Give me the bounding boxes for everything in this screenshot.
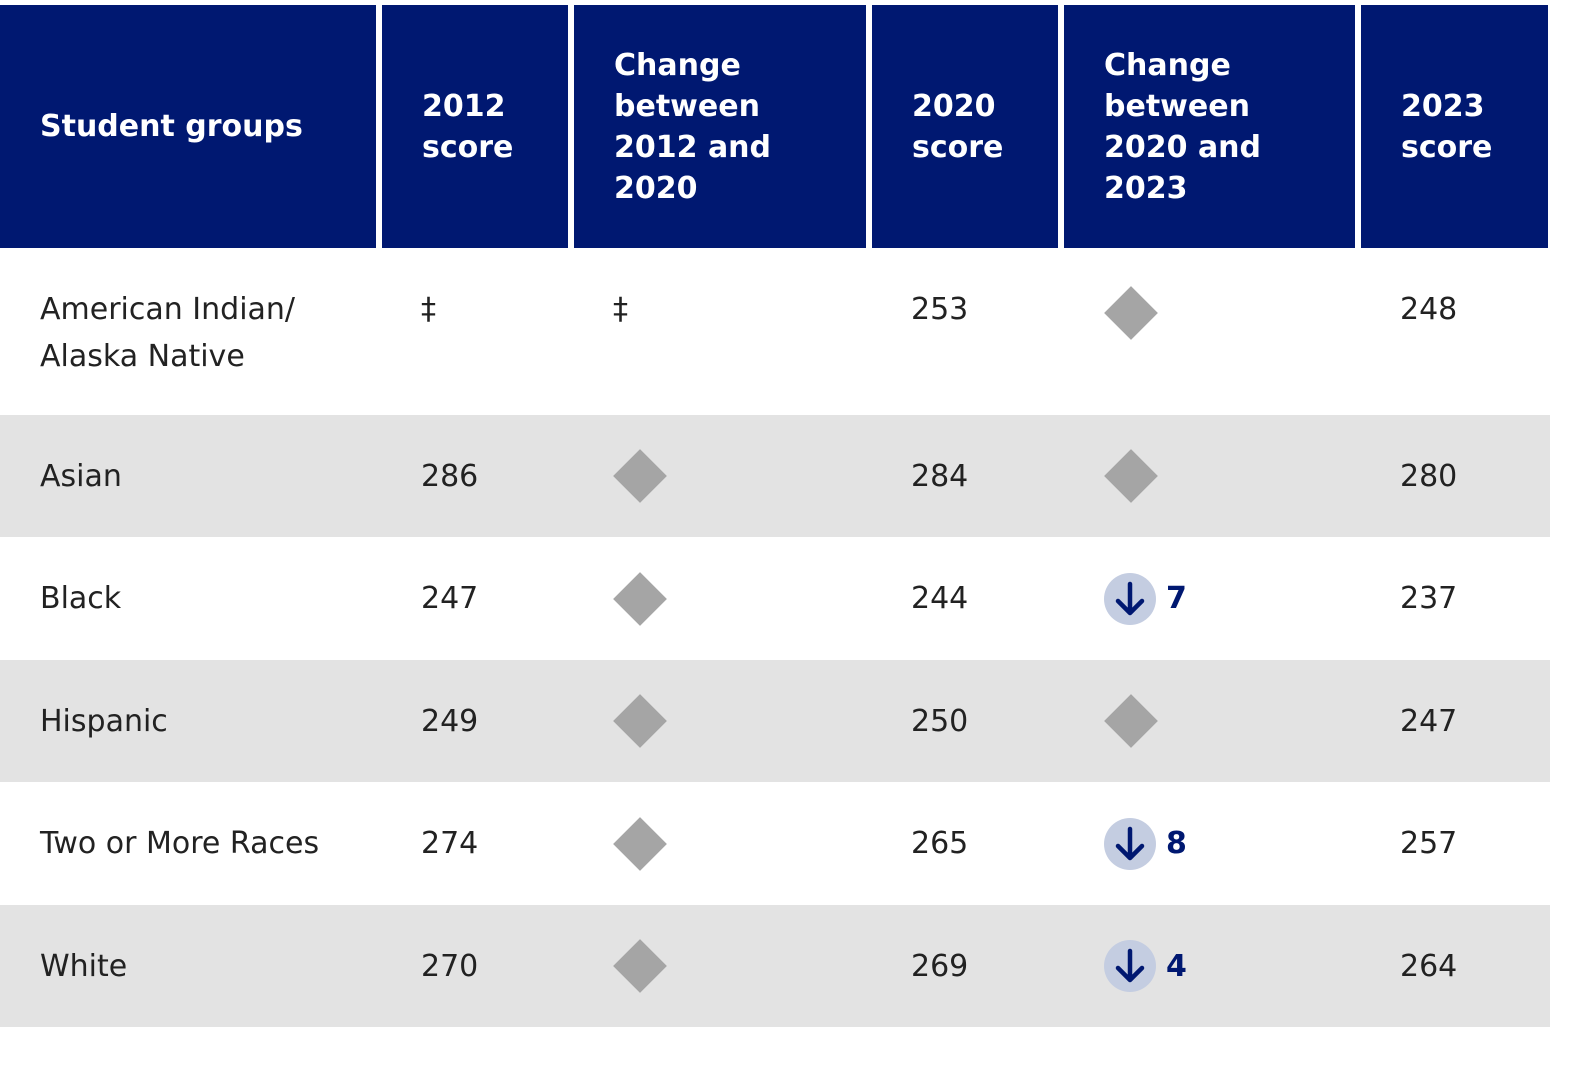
header-change-2012-2020: Change between 2012 and 2020 <box>574 5 866 248</box>
table-row: Asian 286 284 280 <box>0 415 1550 537</box>
table-row: White 270 269 4 264 <box>0 905 1550 1027</box>
header-line: Student groups <box>40 109 303 144</box>
diamond-icon <box>613 816 667 871</box>
change-value: 8 <box>1166 826 1187 861</box>
change-2020-2023-cell: 8 <box>1104 782 1187 905</box>
header-line: 2012 <box>422 88 506 124</box>
score-2023-cell: 280 <box>1400 458 1458 494</box>
header-line: 2020 and <box>1104 129 1262 165</box>
score-2023-cell: 264 <box>1400 948 1458 984</box>
table-row: Black 247 244 7 237 <box>0 537 1550 660</box>
score-2012-cell: 249 <box>421 703 479 739</box>
score-2012-cell: 270 <box>421 948 479 984</box>
change-2020-2023-cell <box>1104 660 1158 782</box>
group-name: Asian <box>40 458 122 494</box>
header-2012-score: 2012 score <box>382 5 568 248</box>
group-name: Alaska Native <box>40 339 245 374</box>
header-line: 2020 <box>912 88 996 124</box>
scores-table: Student groups 2012 score Change between… <box>0 5 1550 1027</box>
arrow-down-icon <box>1104 572 1156 625</box>
header-line: 2012 and <box>614 129 772 165</box>
arrow-down-icon <box>1104 940 1156 992</box>
diamond-icon <box>1104 694 1158 748</box>
header-line: Change <box>1104 47 1231 83</box>
header-line: score <box>1401 129 1493 165</box>
score-2020-cell: 250 <box>911 703 969 739</box>
group-name: American Indian/ <box>40 292 296 327</box>
group-name: Hispanic <box>40 703 168 739</box>
change-2012-2020-cell <box>613 905 667 1027</box>
diamond-icon <box>1104 286 1158 340</box>
group-cell: American Indian/ Alaska Native <box>40 248 340 415</box>
score-2020-cell: 253 <box>911 292 969 327</box>
diamond-icon <box>613 571 667 626</box>
score-2023-cell: 248 <box>1400 292 1458 327</box>
diamond-icon <box>613 449 667 503</box>
score-2012-cell: 247 <box>421 581 479 616</box>
score-2012-cell: 274 <box>421 826 479 861</box>
table-row: Hispanic 249 250 247 <box>0 660 1550 782</box>
header-line: Change <box>614 47 741 83</box>
diamond-icon <box>613 939 667 993</box>
header-line: score <box>422 129 514 165</box>
change-2012-2020-cell <box>613 660 667 782</box>
score-2020-cell: 244 <box>911 581 969 616</box>
arrow-down-icon <box>1104 817 1156 870</box>
header-line: 2020 <box>614 170 698 206</box>
header-line: 2023 <box>1104 170 1188 206</box>
table-row: Two or More Races 274 265 8 257 <box>0 782 1550 905</box>
header-change-2020-2023: Change between 2020 and 2023 <box>1064 5 1355 248</box>
score-2023-cell: 257 <box>1400 826 1458 861</box>
change-2020-2023-cell: 7 <box>1104 537 1187 660</box>
change-2012-2020-cell: ‡ <box>613 292 628 327</box>
change-value: 4 <box>1166 948 1187 984</box>
change-2012-2020-cell <box>613 537 667 660</box>
score-2023-cell: 247 <box>1400 703 1458 739</box>
score-2020-cell: 284 <box>911 458 969 494</box>
change-2020-2023-cell <box>1104 415 1158 537</box>
change-2020-2023-cell: 4 <box>1104 905 1187 1027</box>
change-2020-2023-cell <box>1104 248 1158 415</box>
group-name: White <box>40 948 128 984</box>
score-2023-cell: 237 <box>1400 581 1458 616</box>
header-student-groups: Student groups <box>0 5 376 248</box>
score-2020-cell: 269 <box>911 948 969 984</box>
header-line: 2023 <box>1401 88 1485 124</box>
header-2020-score: 2020 score <box>872 5 1058 248</box>
group-name: Black <box>40 581 122 616</box>
table-row: American Indian/ Alaska Native ‡ ‡ 253 2… <box>0 248 1550 415</box>
header-line: between <box>614 88 760 124</box>
header-line: score <box>912 129 1004 165</box>
table-header: Student groups 2012 score Change between… <box>0 5 1550 248</box>
score-2020-cell: 265 <box>911 826 969 861</box>
score-2012-cell: 286 <box>421 458 479 494</box>
diamond-icon <box>613 694 667 748</box>
change-2012-2020-cell <box>613 415 667 537</box>
header-2023-score: 2023 score <box>1361 5 1548 248</box>
header-line: between <box>1104 88 1250 124</box>
change-value: 7 <box>1166 581 1187 616</box>
diamond-icon <box>1104 449 1158 503</box>
change-2012-2020-cell <box>613 782 667 905</box>
score-2012-cell: ‡ <box>421 292 436 327</box>
group-name: Two or More Races <box>40 826 320 861</box>
